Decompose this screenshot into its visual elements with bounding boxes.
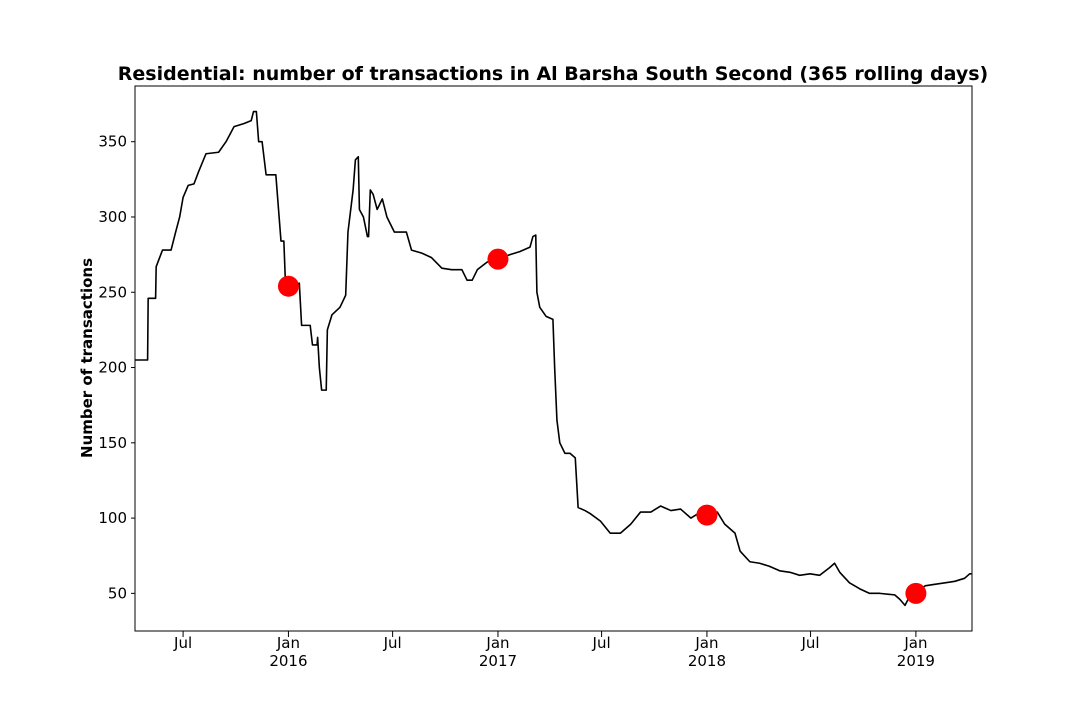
x-tick-label: 2016 [269,652,307,670]
marker [277,275,299,297]
data-line [135,110,972,607]
plot-frame [134,85,973,632]
x-tick-label: 2018 [688,652,726,670]
marker [487,248,509,270]
marker [905,582,927,604]
x-tick-label: Jan [276,634,300,652]
x-tick-label: Jul [173,634,192,652]
x-tick-label: Jul [383,634,402,652]
x-tick-label: Jul [592,634,611,652]
y-tick-label: 300 [98,208,127,226]
y-tick-label: 350 [98,133,127,151]
y-axis-label: Number of transactions [78,258,96,458]
chart-title: Residential: number of transactions in A… [118,63,988,85]
y-tick-label: 100 [98,509,127,527]
y-tick-label: 150 [98,434,127,452]
marker [696,504,718,526]
x-tick-label: Jul [800,634,819,652]
y-tick-label: 250 [98,283,127,301]
x-tick-label: Jan [485,634,509,652]
x-tick-label: 2019 [897,652,935,670]
y-tick-label: 50 [108,584,127,602]
x-tick-label: Jan [903,634,927,652]
y-tick-label: 200 [98,359,127,377]
x-tick-label: 2017 [479,652,517,670]
x-tick-label: Jan [694,634,718,652]
